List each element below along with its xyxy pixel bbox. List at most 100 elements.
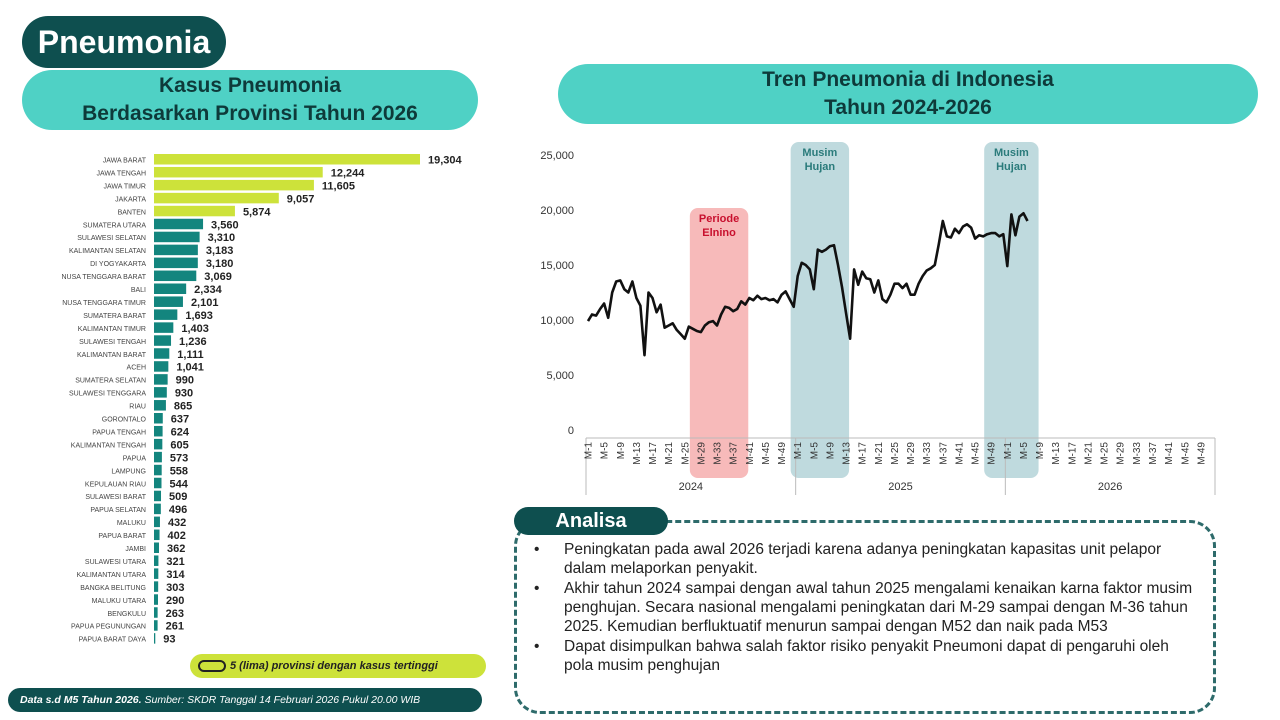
x-tick-label: M-49 xyxy=(1196,442,1207,465)
bar-category-label: SULAWESI TENGAH xyxy=(79,339,146,346)
line-chart-title-line1: Tren Pneumonia di Indonesia xyxy=(762,68,1054,91)
x-tick-label: M-5 xyxy=(600,442,611,460)
season-band xyxy=(790,142,850,478)
bar-value-label: 9,057 xyxy=(287,193,315,205)
bar-category-label: ACEH xyxy=(127,365,146,372)
bar-category-label: PAPUA PEGUNUNGAN xyxy=(71,624,146,631)
bar-category-label: BANTEN xyxy=(118,209,146,216)
bar xyxy=(154,542,159,553)
bar-category-label: SUMATERA SELATAN xyxy=(75,378,146,385)
season-band-label: Elnino xyxy=(702,227,736,239)
x-tick-label: M-49 xyxy=(987,442,998,465)
bar-category-label: PAPUA xyxy=(123,455,147,462)
bar-value-label: 637 xyxy=(171,414,189,426)
bar-value-label: 573 xyxy=(170,452,188,464)
bar xyxy=(154,322,174,333)
bar xyxy=(154,166,323,178)
x-tick-label: M-21 xyxy=(874,442,885,465)
x-tick-label: M-41 xyxy=(954,442,965,465)
bar xyxy=(154,296,183,307)
bar-category-label: KALIMANTAN SELATAN xyxy=(69,248,146,255)
x-tick-label: M-37 xyxy=(729,442,740,465)
bar-chart-title-line1: Kasus Pneumonia xyxy=(158,74,342,97)
bar xyxy=(154,594,158,605)
bar-category-label: LAMPUNG xyxy=(111,468,146,475)
analysis-box xyxy=(514,520,1216,714)
bar xyxy=(154,231,200,243)
bar-value-label: 1,403 xyxy=(181,323,209,335)
bar xyxy=(154,413,163,424)
bar-value-label: 3,560 xyxy=(211,219,239,231)
x-tick-label: M-17 xyxy=(1067,442,1078,465)
y-tick-label: 15,000 xyxy=(540,260,574,272)
bar xyxy=(154,555,159,566)
x-tick-label: M-37 xyxy=(938,442,949,465)
x-tick-label: M-21 xyxy=(1083,442,1094,465)
bar-value-label: 3,310 xyxy=(208,232,236,244)
province-bar-chart: JAWA BARAT 19,304 JAWA TENGAH 12,244 JAWA TI… xyxy=(61,154,463,646)
bar-value-label: 509 xyxy=(169,491,187,503)
x-tick-label: M-49 xyxy=(777,442,788,465)
season-band-label: Musim xyxy=(994,147,1029,159)
bar-value-label: 3,180 xyxy=(206,258,234,270)
bar-value-label: 12,244 xyxy=(331,167,366,179)
trend-line-chart: Periode Elnino Musim Hujan Musim Hujan 0 5,000 1… xyxy=(540,142,1216,495)
x-tick-label: M-1 xyxy=(584,442,595,460)
season-band-label: Hujan xyxy=(996,161,1027,173)
bar-category-label: SULAWESI SELATAN xyxy=(77,235,146,242)
bar-category-label: JAWA TENGAH xyxy=(96,170,146,177)
x-tick-label: M-1 xyxy=(793,442,804,460)
bar-category-label: JAKARTA xyxy=(115,196,146,203)
y-tick-label: 0 xyxy=(568,425,574,437)
bar-category-label: SUMATERA UTARA xyxy=(83,222,146,229)
bar-value-label: 261 xyxy=(166,621,184,633)
bar-category-label: SULAWESI TENGGARA xyxy=(69,391,146,398)
analysis-item: Akhir tahun 2024 sampai dengan awal tahu… xyxy=(534,579,1200,636)
analysis-item: Peningkatan pada awal 2026 terjadi karen… xyxy=(534,540,1200,578)
bar-category-label: MALUKU xyxy=(117,520,146,527)
bar-category-label: BALI xyxy=(131,287,146,294)
bar-category-label: KEPULAUAN RIAU xyxy=(85,481,146,488)
x-tick-label: M-1 xyxy=(1003,442,1014,460)
bar xyxy=(154,205,235,217)
bar xyxy=(154,257,198,269)
bar-value-label: 1,041 xyxy=(176,362,204,374)
footer-text: Sumber: SKDR Tanggal 14 Februari 2026 Pu… xyxy=(141,694,421,706)
bar-category-label: KALIMANTAN UTARA xyxy=(77,572,147,579)
bar-value-label: 865 xyxy=(174,401,192,413)
bar-value-label: 624 xyxy=(171,426,190,438)
bar-value-label: 544 xyxy=(169,478,188,490)
bar-value-label: 2,334 xyxy=(194,284,222,296)
bar-value-label: 11,605 xyxy=(322,180,355,192)
bar-value-label: 290 xyxy=(166,595,184,607)
x-tick-label: M-9 xyxy=(825,442,836,460)
bar-value-label: 3,183 xyxy=(206,245,234,257)
x-tick-label: M-29 xyxy=(906,442,917,465)
season-band xyxy=(984,142,1039,478)
bar xyxy=(154,348,170,359)
bar-value-label: 1,693 xyxy=(185,310,213,322)
legend-label: 5 (lima) provinsi dengan kasus tertinggi xyxy=(230,660,438,672)
analysis-label: Analisa xyxy=(514,507,668,535)
bar-value-label: 362 xyxy=(167,543,185,555)
bar xyxy=(154,179,314,191)
bar xyxy=(154,309,178,320)
bar-category-label: SULAWESI UTARA xyxy=(85,559,146,566)
bar xyxy=(154,374,168,385)
year-label: 2024 xyxy=(679,481,703,493)
footer-source: Data s.d M5 Tahun 2026. Sumber: SKDR Tan… xyxy=(8,688,482,712)
year-label: 2026 xyxy=(1098,481,1122,493)
footer-bold: Data s.d M5 Tahun 2026. xyxy=(20,694,142,706)
x-tick-label: M-33 xyxy=(1132,442,1143,465)
page-title: Pneumonia xyxy=(22,16,226,68)
x-tick-label: M-21 xyxy=(664,442,675,465)
bar-category-label: PAPUA SELATAN xyxy=(90,507,146,514)
x-tick-label: M-29 xyxy=(696,442,707,465)
bar xyxy=(154,335,172,346)
x-tick-label: M-45 xyxy=(1180,442,1191,465)
bar-category-label: DI YOGYAKARTA xyxy=(90,261,146,268)
x-tick-label: M-41 xyxy=(1164,442,1175,465)
bar xyxy=(154,490,162,502)
bar-category-label: SULAWESI BARAT xyxy=(85,494,146,501)
y-tick-label: 20,000 xyxy=(540,205,574,217)
